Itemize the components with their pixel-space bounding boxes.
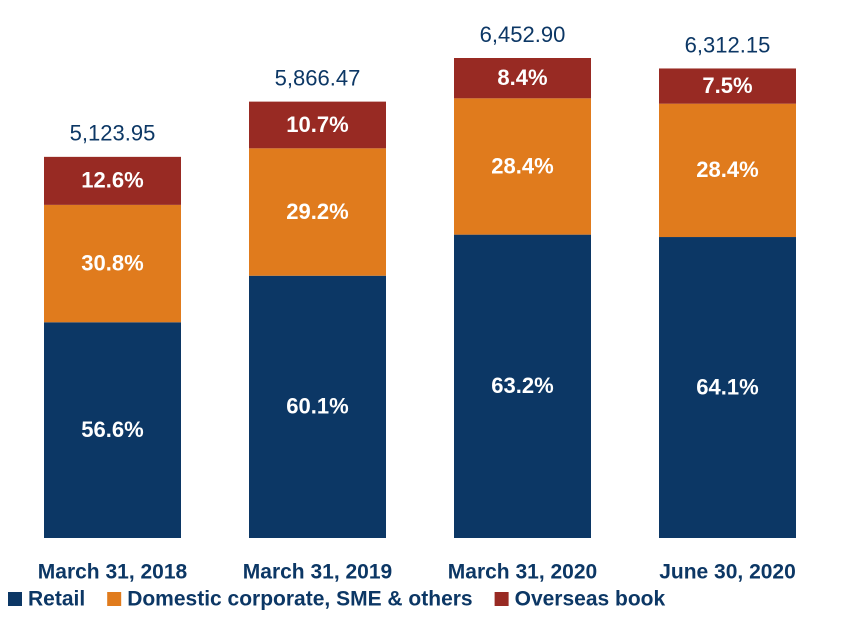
total-label: 6,312.15 [685,32,771,57]
total-label: 5,866.47 [275,65,361,90]
legend-swatch [8,592,22,606]
bar-segment [454,58,591,99]
bar-segment [454,234,591,538]
x-tick-label: March 31, 2019 [243,561,392,584]
x-tick-label: March 31, 2018 [38,561,188,584]
segment-label: 60.1% [286,394,348,419]
bar-segment [44,156,181,205]
bar-segment [44,322,181,538]
bar-segment [659,103,796,238]
total-label: 5,123.95 [70,121,156,146]
segment-label: 29.2% [286,199,348,224]
bar-segment [659,237,796,539]
legend-swatch [494,592,509,606]
bar-segment [659,68,796,104]
x-tick-label: June 30, 2020 [659,561,796,584]
legend-label: Retail [28,588,85,611]
legend-swatch [107,592,122,606]
segment-label: 8.4% [497,65,547,90]
segment-label: 12.6% [81,168,143,193]
bar-segment [454,98,591,235]
legend-label: Overseas book [515,588,666,611]
bar-segment [249,275,386,538]
segment-label: 64.1% [696,374,758,399]
segment-label: 56.6% [81,417,143,442]
legend-label: Domestic corporate, SME & others [127,588,472,611]
segment-label: 28.4% [696,157,758,182]
segment-label: 30.8% [81,250,143,275]
x-tick-label: March 31, 2020 [448,561,597,584]
total-label: 6,452.90 [480,22,566,47]
bar-segment [249,101,386,149]
segment-label: 10.7% [286,112,348,137]
bar-segment [249,148,386,276]
segment-label: 63.2% [491,373,553,398]
segment-label: 28.4% [491,153,553,178]
bar-segment [44,204,181,323]
segment-label: 7.5% [702,73,752,98]
